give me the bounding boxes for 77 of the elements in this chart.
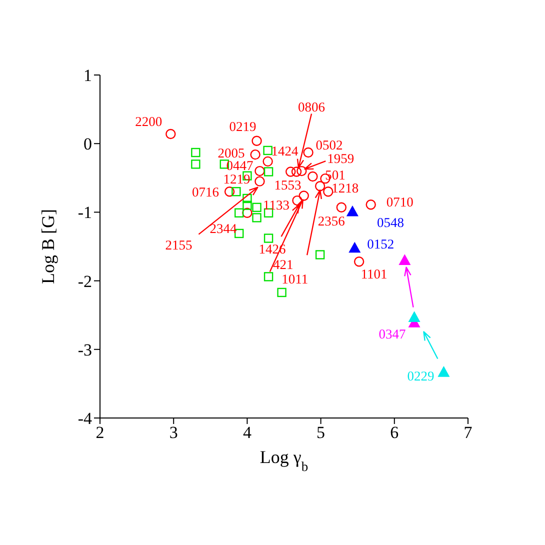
- annotation: 2200: [135, 113, 162, 128]
- point: [252, 213, 262, 222]
- annotation: 1133: [263, 197, 290, 212]
- annotation: 0502: [316, 137, 343, 152]
- annotation: 0229: [407, 368, 434, 384]
- annotation: 0152: [367, 236, 394, 252]
- point: [242, 194, 252, 204]
- annotation: 421: [272, 256, 294, 272]
- point: [232, 187, 241, 196]
- annotation: 0806: [298, 99, 326, 114]
- annotation: 2356: [318, 212, 346, 228]
- annotation: 1101: [360, 266, 388, 282]
- y-tick-label: 1: [84, 66, 92, 86]
- point: [262, 156, 273, 167]
- point: [224, 186, 235, 197]
- annotation: 2344: [210, 220, 237, 236]
- x-tick-label: 5: [316, 423, 326, 442]
- y-tick-label: -3: [78, 340, 92, 360]
- point: [349, 242, 360, 253]
- point: [303, 147, 314, 158]
- point: [191, 160, 200, 169]
- annotation: 1219: [223, 170, 250, 186]
- x-tick-label: 4: [242, 423, 252, 442]
- annotation: 0347: [378, 326, 406, 341]
- point: [354, 256, 364, 267]
- y-axis-title: Log B [G]: [38, 209, 58, 284]
- point: [315, 250, 325, 260]
- point: [277, 288, 286, 298]
- y-tick-label: -1: [78, 203, 92, 222]
- point: [254, 166, 265, 176]
- y-tick-label: -4: [78, 409, 92, 428]
- x-tick-label: 2: [96, 423, 104, 442]
- point: [408, 312, 420, 322]
- annotation: 0716: [192, 184, 220, 200]
- point: [323, 186, 334, 197]
- x-tick-label: 3: [169, 423, 178, 442]
- point: [346, 206, 358, 216]
- annotation: 1218: [332, 180, 359, 196]
- annotation: 1011: [282, 271, 308, 286]
- y-tick-label: -2: [78, 272, 92, 291]
- point: [264, 167, 274, 176]
- point: [234, 208, 244, 218]
- point: [336, 202, 347, 212]
- point: [314, 181, 326, 192]
- annotation: 1553: [274, 177, 302, 192]
- annotation: 0548: [376, 214, 404, 230]
- point: [263, 146, 272, 156]
- point: [166, 128, 176, 140]
- point: [252, 202, 262, 212]
- annotation: 0710: [386, 194, 414, 210]
- point: [264, 272, 274, 282]
- point: [296, 166, 307, 176]
- point: [286, 166, 296, 177]
- annotation: 1959: [327, 150, 354, 166]
- x-tick-label: 7: [464, 423, 473, 442]
- annotation: 2005: [218, 145, 246, 160]
- point: [399, 254, 410, 266]
- point: [252, 136, 262, 146]
- x-tick-label: 6: [390, 423, 399, 442]
- x-axis-title: Log γ$_{b}$: [260, 447, 308, 474]
- y-tick-label: 0: [84, 134, 92, 154]
- point: [298, 190, 309, 201]
- point: [242, 208, 252, 218]
- point: [242, 200, 252, 210]
- point: [254, 176, 265, 186]
- point: [438, 366, 450, 377]
- annotation: 2155: [165, 236, 192, 252]
- point: [250, 149, 260, 160]
- point: [191, 148, 200, 158]
- point: [291, 166, 302, 177]
- point: [292, 195, 302, 206]
- point: [366, 200, 376, 210]
- point: [264, 234, 274, 243]
- point: [308, 171, 318, 182]
- annotation: 0219: [229, 118, 257, 134]
- annotation: 501: [325, 167, 346, 182]
- annotation: 1424: [271, 142, 299, 158]
